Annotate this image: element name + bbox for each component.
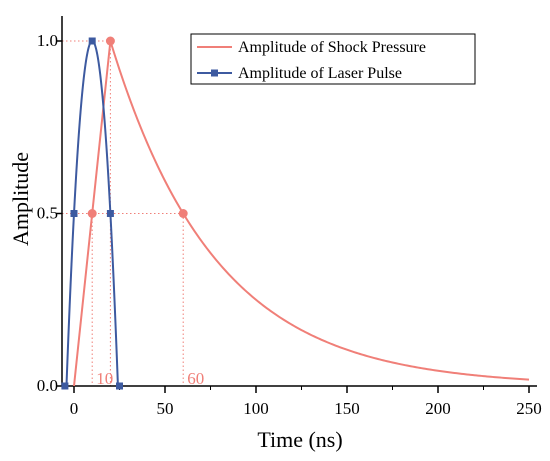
y-tick-label: 0.0 [37,376,58,395]
y-tick-label: 1.0 [37,31,58,50]
y-tick-label: 0.5 [37,204,58,223]
laser-pulse-marker [88,37,96,45]
series-layer [65,40,530,387]
legend-box [190,33,476,85]
x-tick-label: 100 [243,399,269,418]
annotation-label: 60 [187,369,204,388]
annotations: 10 60 [96,369,204,388]
x-tick-label: 150 [334,399,360,418]
shock-pressure-marker [105,36,115,46]
laser-pulse-marker [116,382,123,390]
y-axis-title: Amplitude [8,152,33,246]
axes: 0 50 100 150 200 250 0.0 0.5 1.0 [37,16,542,418]
legend-swatch-marker [211,69,218,77]
x-tick-label: 200 [425,399,451,418]
x-tick-label: 0 [70,399,79,418]
x-axis-title: Time (ns) [257,427,342,452]
legend-label: Amplitude of Laser Pulse [238,65,402,82]
shock-pressure-marker [178,209,188,218]
x-tick-label: 50 [157,399,174,418]
legend: Amplitude of Shock Pressure Amplitude of … [190,33,476,85]
legend-label: Amplitude of Shock Pressure [238,39,426,56]
shock-pressure-line [73,40,530,387]
markers-layer [61,36,188,390]
annotation-label: 10 [96,369,113,388]
laser-pulse-marker [70,210,78,217]
shock-pressure-marker [87,209,97,218]
laser-pulse-marker [61,382,69,390]
laser-pulse-marker [106,210,114,217]
x-tick-label: 250 [516,399,542,418]
